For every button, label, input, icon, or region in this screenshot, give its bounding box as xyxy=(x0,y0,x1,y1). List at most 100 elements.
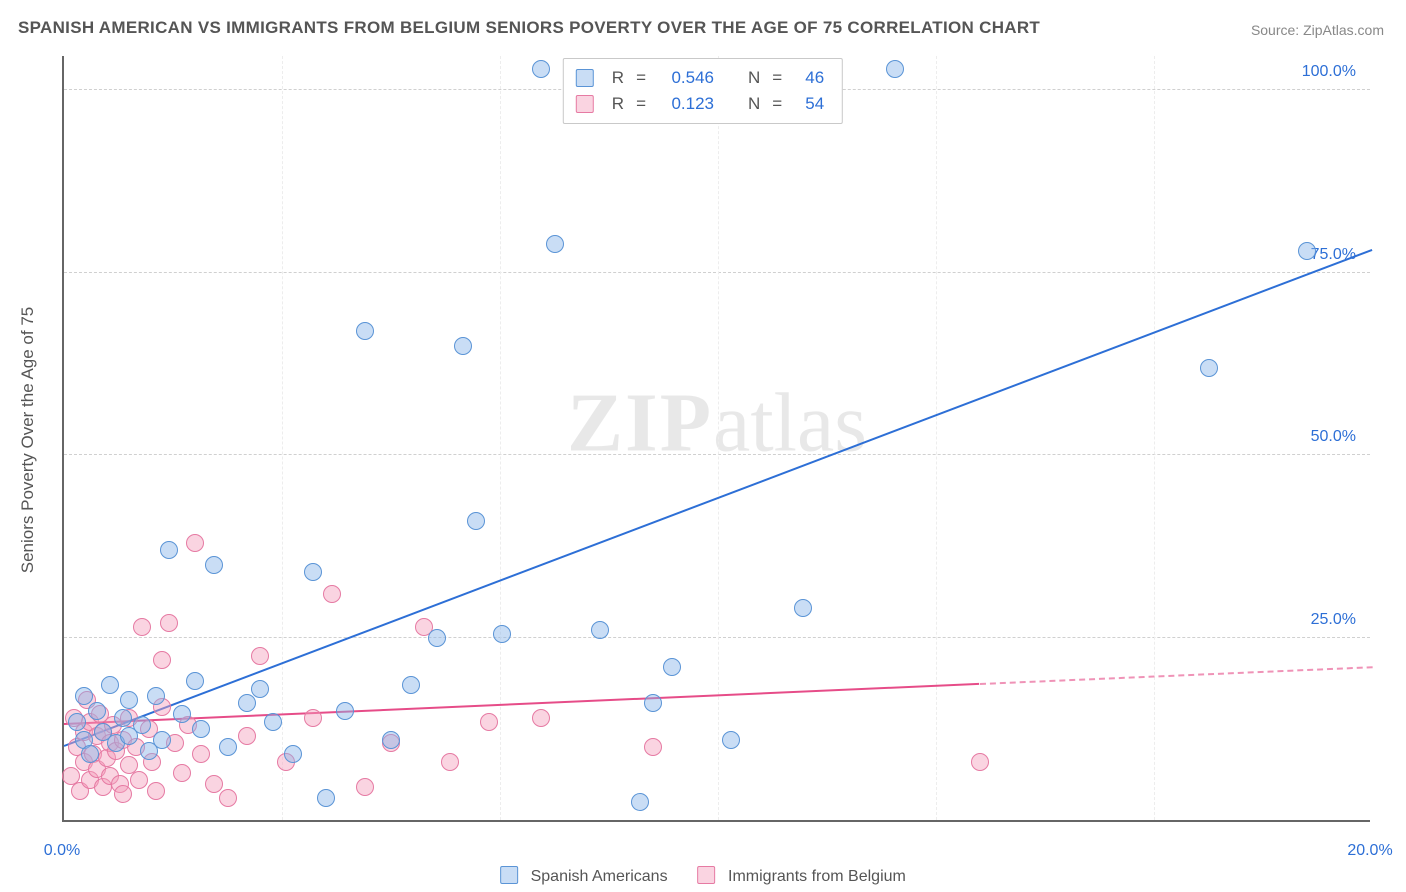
gridline-y xyxy=(64,637,1370,638)
data-point-belgium xyxy=(532,709,550,727)
ytick-label: 25.0% xyxy=(1311,611,1356,629)
data-point-spanish xyxy=(722,731,740,749)
data-point-spanish xyxy=(644,694,662,712)
data-point-spanish xyxy=(238,694,256,712)
data-point-spanish xyxy=(794,599,812,617)
stat-n-belgium: 54 xyxy=(794,91,824,117)
gridline-x xyxy=(282,56,283,820)
chart-container: SPANISH AMERICAN VS IMMIGRANTS FROM BELG… xyxy=(0,0,1406,892)
data-point-belgium xyxy=(238,727,256,745)
stat-legend: R= 0.546 N= 46 R= 0.123 N= 54 xyxy=(563,58,843,124)
gridline-x xyxy=(1154,56,1155,820)
data-point-spanish xyxy=(251,680,269,698)
data-point-spanish xyxy=(356,322,374,340)
data-point-spanish xyxy=(81,745,99,763)
data-point-spanish xyxy=(153,731,171,749)
data-point-belgium xyxy=(205,775,223,793)
data-point-spanish xyxy=(75,687,93,705)
data-point-spanish xyxy=(219,738,237,756)
data-point-spanish xyxy=(120,691,138,709)
data-point-spanish xyxy=(68,713,86,731)
legend-item-belgium: Immigrants from Belgium xyxy=(698,866,906,886)
stat-label-n: N xyxy=(748,65,760,91)
data-point-spanish xyxy=(546,235,564,253)
ytick-label: 75.0% xyxy=(1311,246,1356,264)
stat-label-n: N xyxy=(748,91,760,117)
stat-n-spanish: 46 xyxy=(794,65,824,91)
data-point-spanish xyxy=(186,672,204,690)
data-point-belgium xyxy=(356,778,374,796)
legend-label-belgium: Immigrants from Belgium xyxy=(728,868,906,885)
data-point-spanish xyxy=(101,676,119,694)
stat-swatch-belgium xyxy=(576,95,594,113)
data-point-spanish xyxy=(467,512,485,530)
data-point-spanish xyxy=(147,687,165,705)
data-point-spanish xyxy=(304,563,322,581)
data-point-belgium xyxy=(173,764,191,782)
legend-label-spanish: Spanish Americans xyxy=(531,868,668,885)
data-point-belgium xyxy=(186,534,204,552)
data-point-belgium xyxy=(480,713,498,731)
source-label: Source: ZipAtlas.com xyxy=(1251,22,1384,38)
data-point-spanish xyxy=(336,702,354,720)
data-point-spanish xyxy=(192,720,210,738)
watermark-atlas: atlas xyxy=(713,376,867,469)
stat-label-r: R xyxy=(612,65,624,91)
data-point-belgium xyxy=(644,738,662,756)
data-point-spanish xyxy=(428,629,446,647)
data-point-belgium xyxy=(441,753,459,771)
gridline-x xyxy=(718,56,719,820)
data-point-spanish xyxy=(631,793,649,811)
stat-r-spanish: 0.546 xyxy=(658,65,714,91)
ytick-label: 50.0% xyxy=(1311,428,1356,446)
data-point-belgium xyxy=(153,651,171,669)
data-point-spanish xyxy=(173,705,191,723)
stat-row-belgium: R= 0.123 N= 54 xyxy=(576,91,824,117)
stat-swatch-spanish xyxy=(576,69,594,87)
data-point-belgium xyxy=(971,753,989,771)
data-point-spanish xyxy=(114,709,132,727)
data-point-belgium xyxy=(130,771,148,789)
data-point-spanish xyxy=(532,60,550,78)
xtick-label: 0.0% xyxy=(44,842,80,860)
gridline-x xyxy=(936,56,937,820)
legend-item-spanish: Spanish Americans xyxy=(500,866,667,886)
plot-area: ZIPatlas 25.0% 50.0% 75.0% 100.0% xyxy=(62,56,1370,822)
legend-swatch-spanish xyxy=(500,866,518,884)
data-point-spanish xyxy=(886,60,904,78)
series-legend: Spanish Americans Immigrants from Belgiu… xyxy=(500,866,906,886)
data-point-spanish xyxy=(454,337,472,355)
data-point-spanish xyxy=(663,658,681,676)
data-point-spanish xyxy=(133,716,151,734)
data-point-spanish xyxy=(493,625,511,643)
data-point-belgium xyxy=(219,789,237,807)
stat-r-belgium: 0.123 xyxy=(658,91,714,117)
y-axis-title: Seniors Poverty Over the Age of 75 xyxy=(18,307,38,573)
stat-row-spanish: R= 0.546 N= 46 xyxy=(576,65,824,91)
data-point-belgium xyxy=(160,614,178,632)
gridline-y xyxy=(64,272,1370,273)
legend-swatch-belgium xyxy=(698,866,716,884)
data-point-belgium xyxy=(133,618,151,636)
data-point-spanish xyxy=(591,621,609,639)
data-point-spanish xyxy=(264,713,282,731)
data-point-belgium xyxy=(323,585,341,603)
data-point-belgium xyxy=(192,745,210,763)
data-point-spanish xyxy=(402,676,420,694)
data-point-belgium xyxy=(304,709,322,727)
data-point-spanish xyxy=(317,789,335,807)
regression-line xyxy=(980,666,1372,685)
data-point-spanish xyxy=(160,541,178,559)
data-point-spanish xyxy=(88,702,106,720)
data-point-spanish xyxy=(382,731,400,749)
ytick-label: 100.0% xyxy=(1302,63,1356,81)
chart-title: SPANISH AMERICAN VS IMMIGRANTS FROM BELG… xyxy=(18,18,1040,38)
data-point-belgium xyxy=(114,785,132,803)
data-point-spanish xyxy=(205,556,223,574)
xtick-label: 20.0% xyxy=(1347,842,1392,860)
stat-label-r: R xyxy=(612,91,624,117)
data-point-spanish xyxy=(1200,359,1218,377)
data-point-belgium xyxy=(147,782,165,800)
watermark-zip: ZIP xyxy=(567,376,713,469)
gridline-y xyxy=(64,454,1370,455)
